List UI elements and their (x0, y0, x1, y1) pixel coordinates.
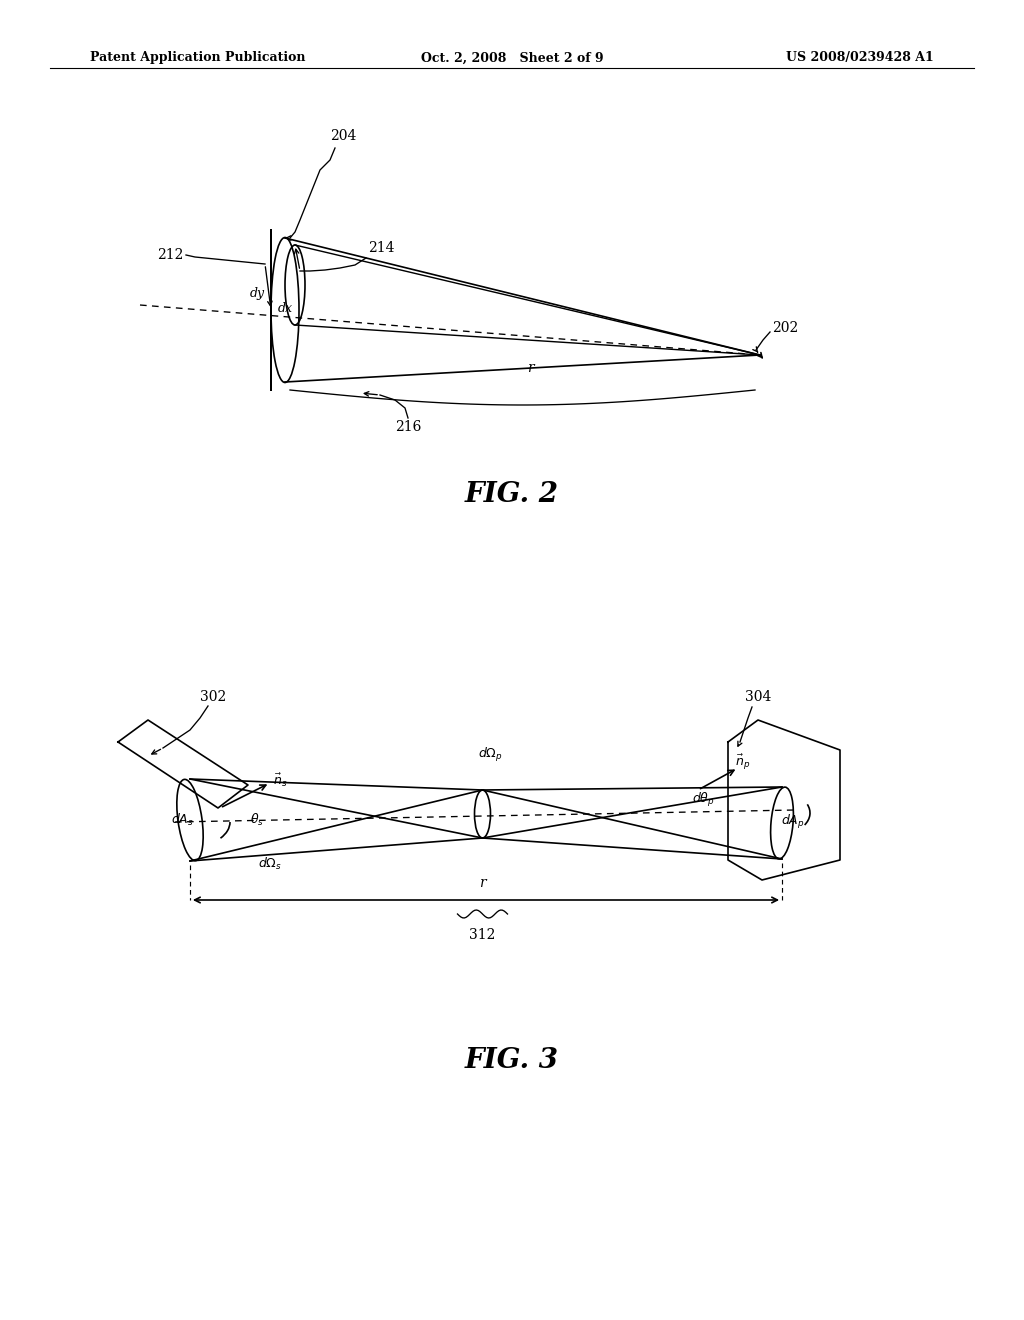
Text: dx: dx (278, 301, 293, 314)
Text: r: r (526, 360, 534, 375)
Text: r: r (479, 876, 485, 890)
Text: 212: 212 (157, 248, 183, 261)
Text: 214: 214 (368, 242, 394, 255)
Text: FIG. 3: FIG. 3 (465, 1047, 559, 1073)
Text: 204: 204 (330, 129, 356, 143)
Text: 312: 312 (469, 928, 496, 942)
Text: 304: 304 (745, 690, 771, 704)
Text: $dA_p$: $dA_p$ (781, 813, 805, 832)
Text: $\theta_s$: $\theta_s$ (250, 812, 264, 828)
Text: US 2008/0239428 A1: US 2008/0239428 A1 (786, 51, 934, 65)
Text: $d\Omega_s$: $d\Omega_s$ (258, 855, 282, 873)
Text: $d\theta_p$: $d\theta_p$ (692, 791, 715, 809)
Text: FIG. 2: FIG. 2 (465, 482, 559, 508)
Text: Oct. 2, 2008   Sheet 2 of 9: Oct. 2, 2008 Sheet 2 of 9 (421, 51, 603, 65)
Text: $\vec{n}_p$: $\vec{n}_p$ (735, 752, 751, 772)
Text: 202: 202 (772, 321, 799, 335)
Text: Patent Application Publication: Patent Application Publication (90, 51, 305, 65)
Text: $\vec{n}_s$: $\vec{n}_s$ (273, 771, 288, 788)
Text: 216: 216 (395, 420, 421, 434)
Text: 302: 302 (200, 690, 226, 704)
Text: $d\Omega_p$: $d\Omega_p$ (477, 746, 503, 764)
Text: dy: dy (250, 286, 265, 300)
Text: $dA_s$: $dA_s$ (171, 812, 194, 828)
